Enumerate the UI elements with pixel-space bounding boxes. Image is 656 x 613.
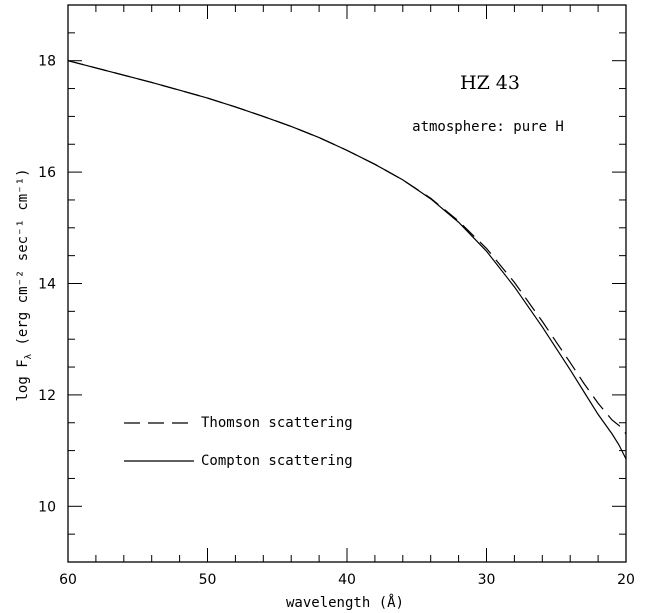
legend-label-compton: Compton scattering [201, 453, 353, 469]
tick-labels: 60 50 40 30 20 10 12 14 16 18 [38, 54, 635, 588]
annotation-subtitle: atmosphere: pure H [412, 119, 564, 135]
x-tick-label: 50 [199, 572, 217, 588]
plot-border [67, 4, 627, 563]
x-axis-label: wavelength (Å) [286, 594, 404, 611]
x-tick-label: 30 [478, 572, 496, 588]
plot-frame [67, 4, 627, 563]
x-tick-label: 40 [338, 572, 356, 588]
annotation-title: HZ 43 [460, 72, 520, 94]
x-tick-label: 20 [617, 572, 635, 588]
series-line-compton [67, 60, 627, 460]
y-axis-label: log Fλ (erg cm⁻² sec⁻¹ cm⁻¹) [15, 168, 34, 401]
legend: Thomson scattering Compton scattering [124, 415, 353, 469]
axis-ticks [67, 4, 627, 563]
series-line-thomson [67, 60, 627, 435]
y-tick-label: 12 [38, 388, 56, 404]
legend-label-thomson: Thomson scattering [201, 415, 353, 431]
series-lines [67, 60, 627, 460]
y-axis-label-subscript: λ [24, 353, 34, 359]
y-tick-label: 10 [38, 499, 56, 515]
y-axis-label-suffix: (erg cm⁻² sec⁻¹ cm⁻¹) [15, 168, 31, 353]
y-tick-label: 18 [38, 54, 56, 70]
y-axis-label-prefix: log F [15, 359, 31, 401]
y-tick-label: 16 [38, 165, 56, 181]
x-tick-label: 60 [59, 572, 77, 588]
y-tick-label: 14 [38, 277, 56, 293]
